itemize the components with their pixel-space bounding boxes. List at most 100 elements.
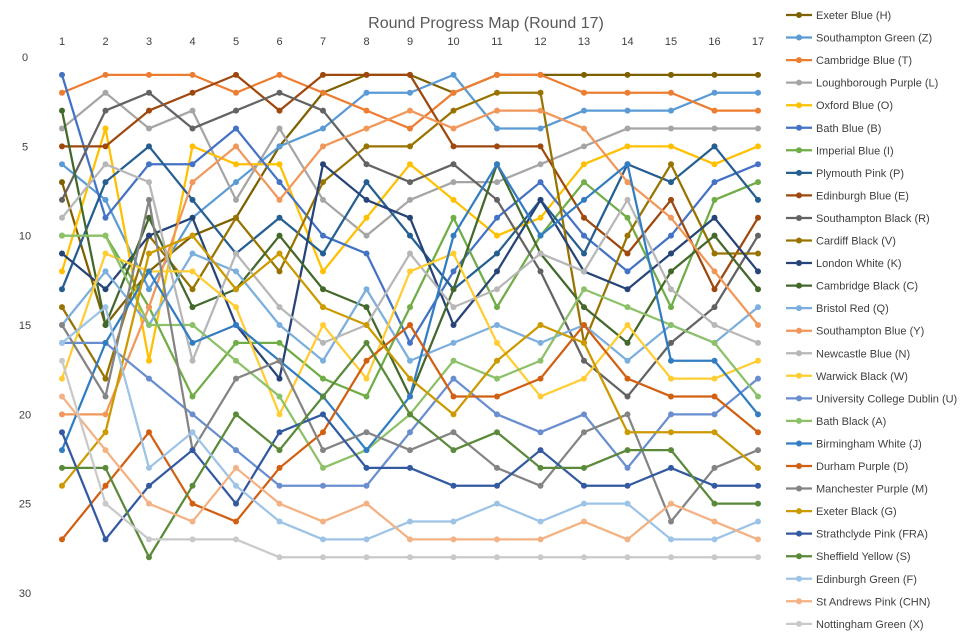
data-point bbox=[146, 143, 152, 150]
data-point bbox=[581, 179, 587, 186]
data-point bbox=[494, 536, 500, 543]
data-point bbox=[320, 179, 326, 186]
data-point bbox=[407, 464, 413, 471]
legend-marker bbox=[796, 79, 802, 86]
data-point bbox=[233, 482, 239, 489]
data-point bbox=[59, 536, 65, 543]
data-point bbox=[276, 125, 283, 132]
x-tick-label: 9 bbox=[407, 36, 413, 48]
data-point bbox=[711, 411, 718, 418]
series-group bbox=[59, 107, 761, 418]
data-point bbox=[755, 357, 761, 364]
data-point bbox=[711, 286, 718, 293]
legend-label: Bristol Red (Q) bbox=[816, 303, 889, 315]
data-point bbox=[668, 518, 674, 525]
data-point bbox=[494, 500, 500, 507]
data-point bbox=[450, 286, 457, 293]
data-point bbox=[189, 250, 196, 257]
data-point bbox=[102, 411, 109, 418]
data-point bbox=[59, 357, 65, 364]
data-point bbox=[624, 214, 631, 221]
data-point bbox=[624, 232, 631, 239]
data-point bbox=[668, 322, 674, 328]
data-point bbox=[494, 179, 500, 186]
legend-marker bbox=[796, 350, 802, 357]
legend-label: Imperial Blue (I) bbox=[816, 145, 894, 157]
data-point bbox=[494, 304, 500, 311]
data-point bbox=[711, 357, 718, 364]
data-point bbox=[581, 464, 587, 471]
legend-label: Edinburgh Green (F) bbox=[816, 574, 917, 586]
data-point bbox=[189, 482, 196, 489]
data-point bbox=[755, 339, 761, 346]
data-point bbox=[363, 322, 370, 328]
x-tick-label: 10 bbox=[447, 36, 459, 48]
y-tick-label: 30 bbox=[19, 588, 31, 600]
legend-marker bbox=[796, 214, 802, 221]
legend-label: London White (K) bbox=[816, 258, 902, 270]
data-point bbox=[537, 393, 544, 400]
data-point bbox=[363, 339, 370, 346]
legend-marker bbox=[796, 463, 802, 469]
data-point bbox=[755, 250, 761, 257]
legend-label: St Andrews Pink (CHN) bbox=[816, 596, 930, 608]
data-point bbox=[581, 429, 587, 436]
data-point bbox=[146, 196, 152, 203]
data-point bbox=[233, 536, 239, 543]
legend-item: Edinburgh Blue (E) bbox=[786, 190, 909, 202]
series-group bbox=[59, 125, 761, 364]
data-point bbox=[450, 304, 457, 311]
data-point bbox=[711, 232, 718, 239]
data-point bbox=[624, 107, 631, 114]
data-point bbox=[668, 375, 674, 382]
data-point bbox=[146, 268, 152, 275]
data-point bbox=[494, 71, 500, 78]
data-point bbox=[146, 214, 152, 221]
data-point bbox=[276, 89, 283, 96]
data-point bbox=[450, 322, 457, 328]
data-point bbox=[624, 71, 631, 78]
data-point bbox=[363, 500, 370, 507]
data-point bbox=[189, 286, 196, 293]
data-point bbox=[450, 71, 457, 78]
data-point bbox=[102, 161, 109, 168]
x-tick-label: 13 bbox=[578, 36, 590, 48]
data-point bbox=[59, 232, 65, 239]
legend: Exeter Blue (H) Southampton Green (Z) Camb… bbox=[786, 10, 957, 631]
data-point bbox=[581, 357, 587, 364]
legend-marker bbox=[796, 327, 802, 334]
legend-item: Loughborough Purple (L) bbox=[786, 78, 938, 90]
series-layer bbox=[59, 71, 761, 561]
data-point bbox=[59, 161, 65, 168]
legend-item: Bath Black (A) bbox=[786, 416, 886, 428]
data-point bbox=[59, 71, 65, 78]
data-point bbox=[363, 196, 370, 203]
legend-label: Sheffield Yellow (S) bbox=[816, 551, 911, 563]
data-point bbox=[755, 500, 761, 507]
legend-item: Edinburgh Green (F) bbox=[786, 574, 917, 586]
data-point bbox=[146, 304, 152, 311]
y-tick-label: 5 bbox=[22, 141, 28, 153]
data-point bbox=[233, 89, 239, 96]
legend-label: Newcastle Blue (N) bbox=[816, 348, 910, 360]
data-point bbox=[276, 447, 283, 454]
data-point bbox=[407, 447, 413, 454]
data-point bbox=[320, 464, 326, 471]
data-point bbox=[624, 268, 631, 275]
data-point bbox=[189, 447, 196, 454]
data-point bbox=[624, 286, 631, 293]
data-point bbox=[189, 107, 196, 114]
data-point bbox=[494, 357, 500, 364]
legend-marker bbox=[796, 260, 802, 267]
series-group bbox=[59, 161, 761, 454]
data-point bbox=[537, 268, 544, 275]
data-point bbox=[711, 214, 718, 221]
legend-item: Southampton Green (Z) bbox=[786, 33, 932, 45]
data-point bbox=[755, 536, 761, 543]
legend-item: Sheffield Yellow (S) bbox=[786, 551, 911, 563]
data-point bbox=[320, 268, 326, 275]
data-point bbox=[320, 518, 326, 525]
data-point bbox=[494, 411, 500, 418]
data-point bbox=[668, 500, 674, 507]
data-point bbox=[59, 179, 65, 186]
